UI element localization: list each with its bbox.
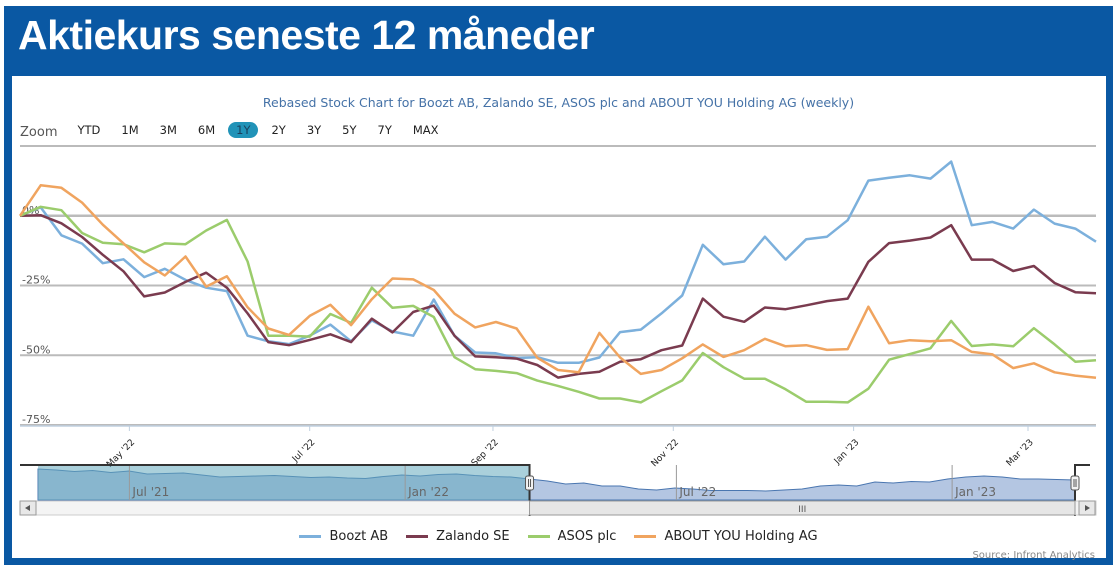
legend-swatch bbox=[527, 535, 550, 538]
range-selector: Zoom YTD 1M 3M 6M 1Y 2Y 3Y 5Y 7Y MAX bbox=[20, 120, 452, 140]
legend-label: Zalando SE bbox=[436, 529, 510, 544]
legend-item[interactable]: Boozt AB bbox=[299, 529, 388, 544]
legend-item[interactable]: Zalando SE bbox=[406, 529, 510, 544]
legend-item[interactable]: ASOS plc bbox=[527, 529, 617, 544]
legend-label: ASOS plc bbox=[557, 529, 617, 544]
legend-swatch bbox=[634, 535, 657, 538]
series-line-about-you-holding-ag bbox=[18, 184, 1097, 380]
scrollbar-thumb[interactable] bbox=[529, 500, 1076, 516]
zoom-label: Zoom bbox=[20, 124, 58, 140]
arrow-right-icon bbox=[1085, 505, 1090, 511]
navigator-mask bbox=[38, 465, 530, 500]
navigator-label: Jul '22 bbox=[678, 485, 716, 499]
zoom-button-5y[interactable]: 5Y bbox=[342, 123, 357, 137]
arrow-left-icon bbox=[25, 505, 30, 511]
navigator-label: Jan '23 bbox=[954, 485, 996, 499]
y-tick-label: -50% bbox=[22, 343, 50, 356]
scrollbar-grip-icon: III bbox=[798, 505, 806, 515]
zoom-button-3m[interactable]: 3M bbox=[159, 123, 177, 137]
legend-swatch bbox=[299, 535, 322, 538]
zoom-button-3y[interactable]: 3Y bbox=[306, 123, 322, 137]
legend-label: ABOUT YOU Holding AG bbox=[664, 529, 818, 544]
page-title: Aktiekurs seneste 12 måneder bbox=[18, 12, 595, 58]
navigator-label: Jan '22 bbox=[407, 485, 449, 499]
zoom-button-max[interactable]: MAX bbox=[412, 123, 439, 137]
zoom-button-1m[interactable]: 1M bbox=[121, 123, 139, 137]
series-line-boozt-ab bbox=[19, 160, 1097, 365]
x-tick-label: Jan '23 bbox=[832, 438, 861, 467]
y-tick-label: -25% bbox=[22, 274, 50, 287]
source-credit: Source: Infront Analytics bbox=[972, 550, 1095, 561]
navigator-handle-right[interactable] bbox=[1070, 475, 1080, 491]
navigator-handle-left[interactable] bbox=[525, 475, 535, 491]
y-tick-label: -75% bbox=[22, 413, 50, 426]
zoom-button-1y[interactable]: 1Y bbox=[228, 122, 259, 138]
x-tick-label: Jul '22 bbox=[290, 438, 317, 465]
x-tick-label: Mar '23 bbox=[1005, 438, 1036, 469]
navigator-outline-right bbox=[1074, 464, 1090, 516]
x-tick-label: Nov '22 bbox=[650, 438, 681, 469]
legend-swatch bbox=[406, 535, 429, 538]
series-line-asos-plc bbox=[19, 205, 1097, 404]
zoom-button-ytd[interactable]: YTD bbox=[77, 123, 101, 137]
legend-item[interactable]: ABOUT YOU Holding AG bbox=[634, 529, 818, 544]
series-line-zalando-se bbox=[19, 213, 1097, 379]
navigator-label: Jul '21 bbox=[131, 485, 169, 499]
chart-title: Rebased Stock Chart for Boozt AB, Zaland… bbox=[262, 95, 855, 110]
zoom-button-6m[interactable]: 6M bbox=[197, 123, 216, 137]
legend: Boozt AB Zalando SE ASOS plc ABOUT YOU Hold… bbox=[0, 529, 1117, 544]
zoom-button-7y[interactable]: 7Y bbox=[377, 123, 392, 137]
zoom-button-2y[interactable]: 2Y bbox=[271, 123, 286, 137]
navigator-outline-left bbox=[20, 464, 531, 516]
legend-label: Boozt AB bbox=[329, 529, 389, 544]
